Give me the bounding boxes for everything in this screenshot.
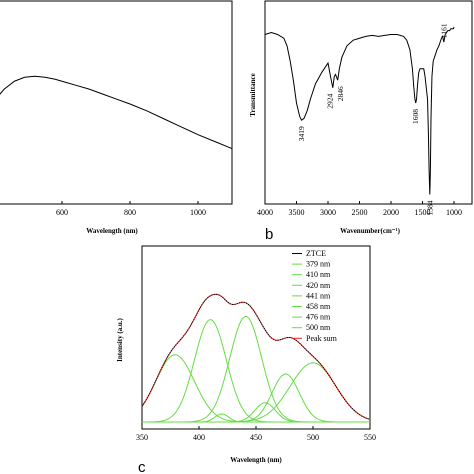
panel-c-ylabel: Intensity (a.u.) [116, 317, 124, 361]
panel-c-peak-sum-line [141, 293, 371, 420]
panel-b-x-tick-label-1500: 1500 [415, 208, 431, 217]
panel-c-legend-label-7: 500 nm [306, 323, 331, 332]
panel-c-legend-label-5: 458 nm [306, 302, 331, 311]
panel-c-x-tick-label-350: 350 [136, 433, 148, 442]
panel-c-x-tick-label-400: 400 [193, 433, 205, 442]
panel-b-frame [264, 0, 473, 205]
panel-c-component-476 [142, 373, 370, 423]
panel-c-legend-label-3: 420 nm [306, 281, 331, 290]
panel-c-x-tick-label-550: 550 [364, 433, 376, 442]
panel-c-components [141, 315, 371, 423]
panel-a-series-line [0, 75, 233, 150]
panel-a-x-tick-label-1000: 1000 [190, 208, 206, 217]
panel-c-ztce-line [141, 293, 371, 420]
panel-c-x-ticks: 350 400 450 500 550 [136, 426, 376, 442]
panel-b-peak-label-1384: 1384 [425, 200, 434, 215]
panel-a-x-tick-label-800: 800 [124, 208, 136, 217]
panel-b-peak-label-2846: 2846 [336, 86, 345, 101]
panel-b-series-line [264, 26, 455, 195]
panel-a-xlabel: Wavelength (nm) [86, 227, 138, 235]
panel-b-x-tick-label-4000: 4000 [257, 208, 273, 217]
panel-a: 4006008001000 Wavelength (nm) [0, 0, 233, 235]
panel-b: 4000 3500 3000 2500 2000 1500 1000 3419 2924284… [249, 0, 473, 243]
panel-c-legend-label-6: 476 nm [306, 313, 331, 322]
panel-b-x-tick-label-3000: 3000 [320, 208, 336, 217]
panel-c-xlabel: Wavelength (nm) [230, 456, 282, 464]
panel-b-x-tick-label-1000: 1000 [446, 208, 462, 217]
panel-c-legend-label-2: 410 nm [306, 270, 331, 279]
panel-b-x-tick-label-3500: 3500 [289, 208, 305, 217]
panel-c-component-500 [142, 362, 371, 423]
panel-c-x-tick-label-500: 500 [307, 433, 319, 442]
panel-b-x-tick-label-2000: 2000 [383, 208, 399, 217]
panel-a-x-tick-label-600: 600 [56, 208, 68, 217]
panel-b-ylabel: Transmittance [249, 73, 257, 116]
panel-b-peak-label-3419: 3419 [297, 126, 306, 141]
panel-b-x-tick-label-2500: 2500 [352, 208, 368, 217]
panel-c-legend-label-8: Peak sum [306, 334, 338, 343]
panel-c-x-tick-label-450: 450 [250, 433, 262, 442]
panel-b-peak-label-2924: 2924 [325, 94, 334, 109]
panel-c-legend-label-1: 379 nm [306, 260, 331, 269]
panel-b-peak-label-1161: 1161 [439, 23, 448, 38]
panel-c-legend-label-0: ZTCE [306, 249, 326, 258]
panel-b-peak-label-1608: 1608 [411, 109, 420, 124]
panel-a-x-ticks: 4006008001000 [56, 201, 206, 217]
panel-c-component-441 [142, 315, 370, 423]
panel-c-label: c [138, 459, 146, 474]
panel-c-legend-label-4: 441 nm [306, 291, 331, 300]
panel-b-label: b [265, 226, 273, 243]
panel-b-x-ticks: 4000 3500 3000 2500 2000 1500 1000 [257, 201, 462, 217]
panel-b-xlabel: Wavenumber(cm⁻¹) [340, 227, 401, 235]
panel-a-frame [0, 0, 233, 205]
